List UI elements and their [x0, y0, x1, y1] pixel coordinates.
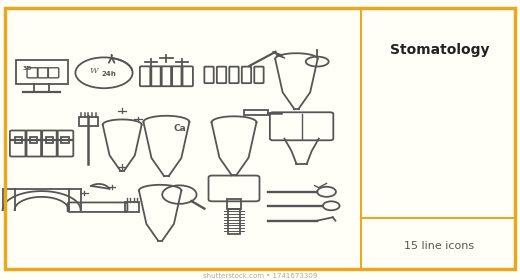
Text: 3D: 3D: [22, 66, 32, 71]
Bar: [79, 117, 98, 126]
Text: 24h: 24h: [102, 71, 116, 77]
Bar: [228, 209, 240, 234]
Text: Stomatology: Stomatology: [389, 43, 489, 57]
Text: Ca: Ca: [173, 124, 186, 133]
Bar: [244, 110, 268, 115]
Bar: [61, 137, 69, 143]
Bar: [227, 199, 241, 209]
Text: W: W: [89, 67, 98, 75]
Bar: [15, 137, 22, 143]
Bar: [30, 137, 37, 143]
Bar: [46, 137, 53, 143]
Text: 15 line icons: 15 line icons: [405, 241, 474, 251]
Bar: [125, 202, 139, 212]
Text: shutterstock.com • 1741673309: shutterstock.com • 1741673309: [203, 273, 317, 279]
Bar: [16, 60, 68, 84]
